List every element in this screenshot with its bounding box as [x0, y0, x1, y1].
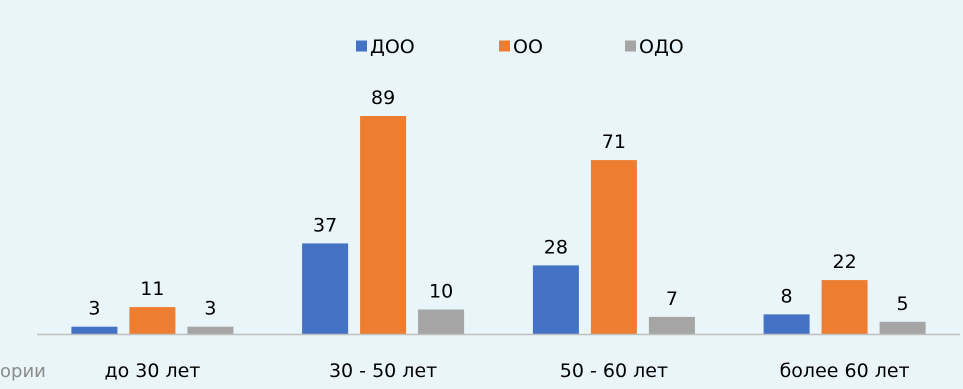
legend-label-одо: ОДО [639, 36, 684, 58]
data-label-одо-1: 3 [204, 298, 216, 320]
bar-оо-1 [129, 307, 176, 334]
data-label-доо-2: 37 [313, 214, 337, 236]
legend-swatch-доо [356, 40, 367, 52]
bar-доо-2 [302, 243, 349, 334]
bar-доо-1 [71, 326, 118, 334]
bar-одо-2 [418, 309, 465, 334]
legend-swatch-одо [625, 40, 636, 52]
bar-одо-4 [879, 321, 926, 334]
legend-label-доо: ДОО [370, 36, 415, 58]
data-label-одо-3: 7 [666, 288, 678, 310]
data-label-одо-4: 5 [897, 293, 909, 315]
x-tick-label-1: до 30 лет [104, 360, 200, 382]
legend: ДОО ОО ОДО [356, 36, 684, 58]
clipped-left-text: ории [0, 361, 46, 382]
data-label-оо-1: 11 [140, 278, 164, 300]
bar-одо-1 [187, 326, 234, 334]
bar-доо-4 [763, 314, 810, 334]
data-label-оо-4: 22 [833, 251, 857, 273]
legend-label-оо: ОО [513, 36, 543, 58]
data-label-оо-3: 71 [602, 131, 626, 153]
data-labels: 3 11 3 37 89 10 28 71 7 8 22 5 [88, 87, 908, 320]
bar-оо-2 [360, 116, 407, 334]
legend-swatch-оо [499, 40, 510, 52]
x-tick-label-2: 30 - 50 лет [329, 360, 437, 382]
data-label-доо-3: 28 [544, 236, 568, 258]
data-label-одо-2: 10 [429, 281, 453, 303]
bar-одо-3 [648, 316, 695, 334]
bars [71, 116, 926, 334]
x-axis-tick-labels: до 30 лет 30 - 50 лет 50 - 60 лет более 60 … [104, 360, 909, 382]
x-tick-label-4: более 60 лет [780, 360, 910, 382]
bar-доо-3 [532, 265, 579, 334]
data-label-доо-1: 3 [88, 298, 100, 320]
data-label-оо-2: 89 [371, 87, 395, 109]
bar-оо-4 [821, 280, 868, 334]
data-label-доо-4: 8 [781, 285, 793, 307]
x-tick-label-3: 50 - 60 лет [560, 360, 668, 382]
bar-оо-3 [590, 160, 637, 334]
